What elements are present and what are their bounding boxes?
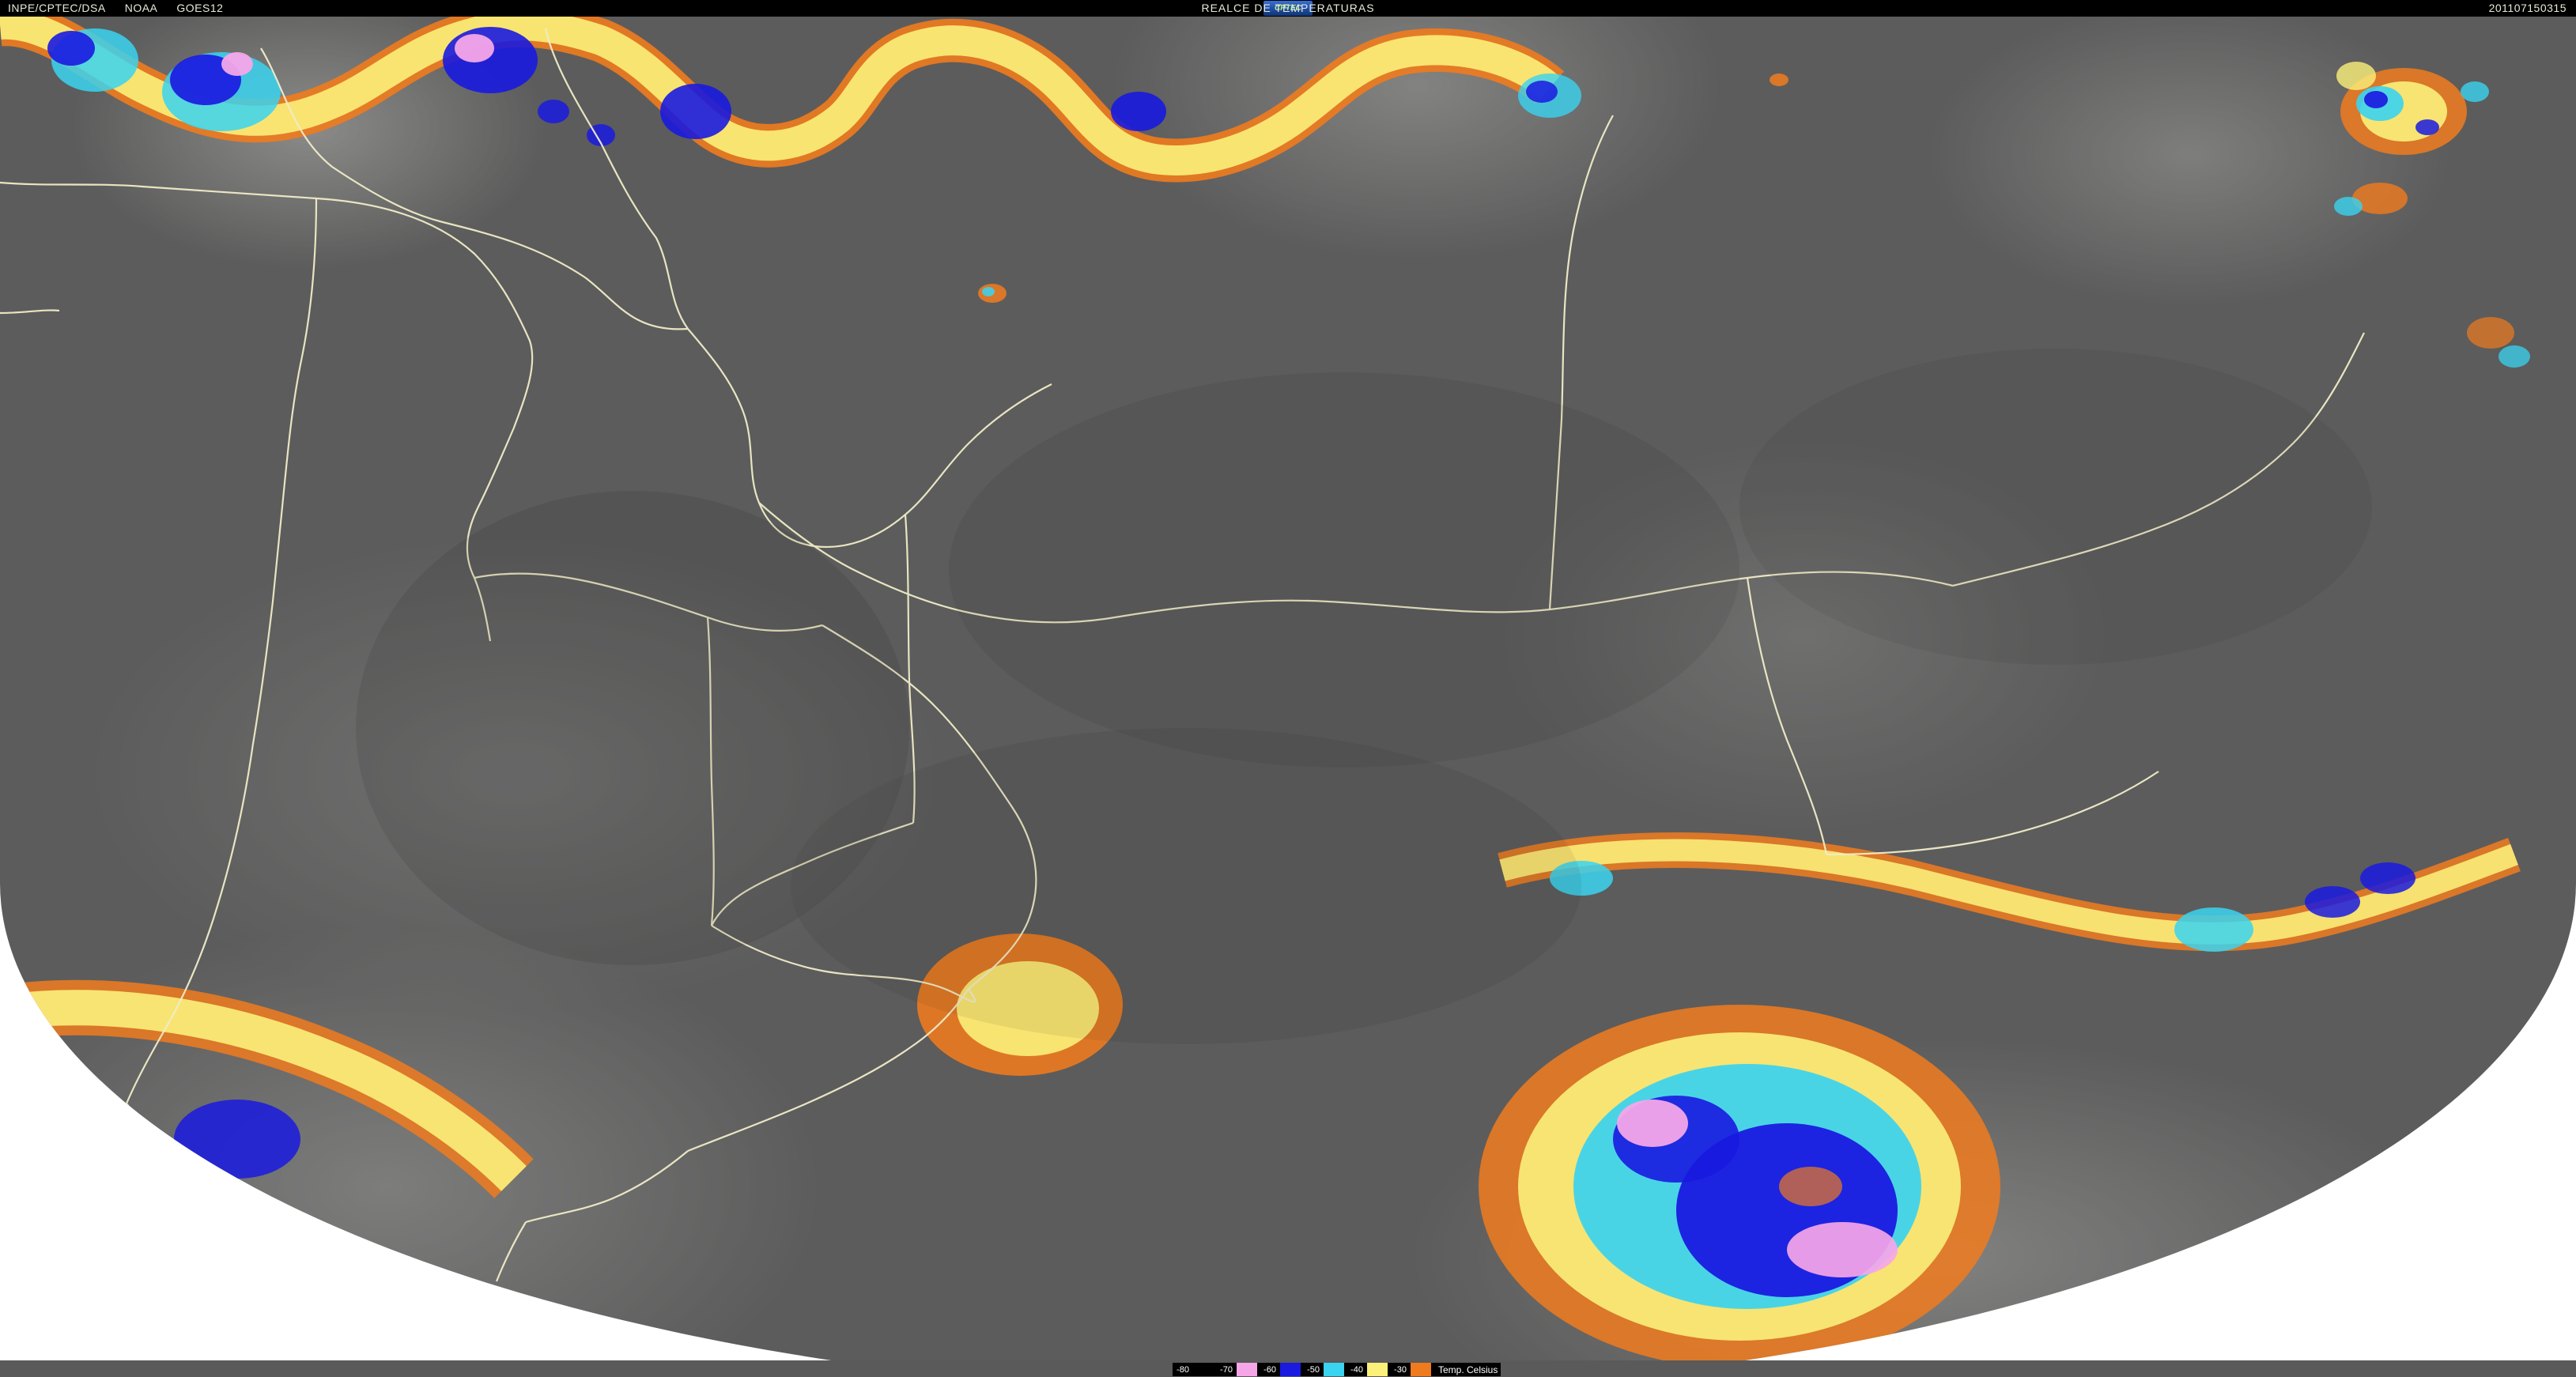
legend-tick-label: -30 xyxy=(1390,1365,1411,1375)
satellite-view[interactable] xyxy=(0,17,2576,1360)
legend-color-swatch xyxy=(1411,1363,1431,1376)
legend-color-swatch xyxy=(1280,1363,1301,1376)
legend-caption-text: Temp. Celsius xyxy=(1433,1363,1501,1376)
legend-color-swatch xyxy=(1367,1363,1388,1376)
legend-segment--50: -50 xyxy=(1303,1363,1347,1376)
legend-color-swatch xyxy=(1324,1363,1344,1376)
earth-disc xyxy=(0,17,2576,1360)
legend-items: -80 -70 -60 -50 -40 -30 Temp. Celsius xyxy=(1173,1363,1501,1376)
temperature-legend: -80 -70 -60 -50 -40 -30 Temp. Celsius xyxy=(1173,1363,1501,1376)
legend-tick-label: -60 xyxy=(1260,1365,1280,1375)
page-title: REALCE DE TEMPERATURAS xyxy=(1201,2,1374,14)
timestamp-label: 201107150315 xyxy=(2489,2,2567,14)
legend-color-swatch xyxy=(1237,1363,1257,1376)
legend-segment--30: -30 xyxy=(1390,1363,1433,1376)
legend-color-swatch xyxy=(1193,1363,1214,1376)
texture-detail-overlay xyxy=(0,17,2576,1360)
legend-segment--80: -80 xyxy=(1173,1363,1216,1376)
source-labels: INPE/CPTEC/DSA NOAA GOES12 xyxy=(8,2,223,14)
legend-segment--70: -70 xyxy=(1216,1363,1260,1376)
legend-tick-label: -40 xyxy=(1347,1365,1367,1375)
title-bar: INPE/CPTEC/DSA NOAA GOES12 CPTEC REALCE … xyxy=(0,0,2576,17)
legend-tick-label: -80 xyxy=(1173,1365,1193,1375)
legend-segment--60: -60 xyxy=(1260,1363,1303,1376)
legend-segment--40: -40 xyxy=(1347,1363,1390,1376)
legend-tick-label: -70 xyxy=(1216,1365,1237,1375)
satellite-image-root: INPE/CPTEC/DSA NOAA GOES12 CPTEC REALCE … xyxy=(0,0,2576,1377)
legend-tick-label: -50 xyxy=(1303,1365,1324,1375)
